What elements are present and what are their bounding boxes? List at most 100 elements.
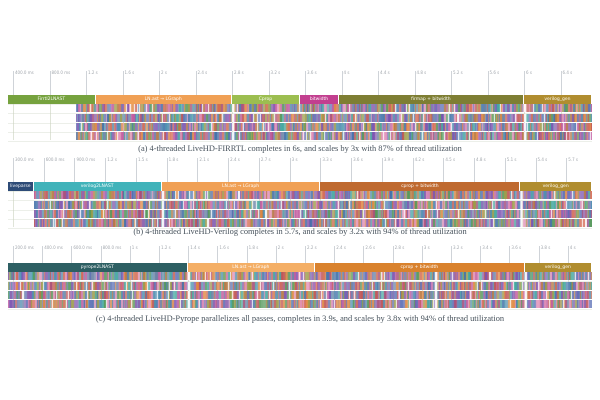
thread-activity-strip	[34, 210, 592, 218]
ruler-tick	[232, 71, 233, 95]
pass-segment: firmap + bitwidth	[338, 95, 524, 104]
thread-activity-strip	[76, 114, 592, 122]
ruler-tick-label: 3.8 s	[540, 245, 551, 250]
panel-c: 200.0 ms 400.0 ms 600.0 ms 800.0 ms 1 s 1.2 s…	[8, 245, 592, 310]
ruler-tick	[412, 158, 414, 182]
ruler-tick	[451, 246, 452, 263]
ruler-tick-label: 1.4 s	[190, 245, 200, 250]
ruler-tick	[100, 246, 102, 263]
ruler-tick-label: 400.0 ms	[44, 245, 63, 250]
ruler-tick	[509, 246, 511, 263]
ruler-tick	[13, 158, 14, 182]
grid-line	[13, 182, 14, 227]
ruler-tick	[159, 71, 160, 95]
ruler-tick-label: 2.4 s	[336, 245, 346, 250]
ruler-tick	[341, 71, 343, 95]
ruler-tick-label: 2.6 s	[365, 245, 376, 250]
ruler-tick	[122, 71, 124, 95]
ruler-tick	[504, 158, 506, 182]
thread-activity-strip	[34, 219, 592, 227]
ruler-tick	[320, 158, 322, 182]
ruler-tick	[49, 71, 51, 95]
ruler-tick-label: 1.2 s	[88, 70, 98, 75]
ruler-tick	[305, 71, 306, 95]
grid-line	[49, 95, 51, 140]
ruler-tick	[105, 158, 107, 182]
ruler-tick-label: 300.0 ms	[15, 157, 34, 162]
ruler-tick-label: 5.2 s	[453, 70, 463, 75]
ruler-tick-label: 800.0 ms	[51, 70, 71, 75]
ruler-tick-label: 3.6 s	[307, 70, 317, 75]
ruler-tick-label: 600.0 ms	[45, 157, 65, 162]
ruler-tick	[392, 246, 394, 263]
ruler-tick-label: 4.8 s	[476, 157, 486, 162]
ruler-tick-label: 3 s	[423, 245, 430, 250]
ruler-tick-label: 4.2 s	[414, 157, 425, 162]
ruler-tick	[524, 71, 525, 95]
ruler-tick	[74, 158, 76, 182]
thread-activity-strip	[8, 291, 592, 299]
pass-label: verilog_gen	[542, 184, 569, 189]
ruler-tick-label: 2.8 s	[394, 245, 405, 250]
pass-label: bitwidth	[309, 97, 329, 102]
thread-activity-strip	[34, 191, 592, 199]
thread-activity-strip	[34, 201, 592, 209]
ruler-tick	[129, 246, 131, 263]
pass-segment: pyrope2LNAST	[8, 263, 188, 272]
ruler-tick	[13, 71, 14, 95]
ruler-tick	[334, 246, 336, 263]
ruler-tick-label: 2.7 s	[260, 157, 271, 162]
ruler-tick-label: 3.4 s	[482, 245, 492, 250]
ruler-tick-label: 3.9 s	[383, 157, 394, 162]
ruler-tick-label: 1.2 s	[107, 157, 117, 162]
pass-track: Firrtl2LNAST LN.ast → LGraph Cprop bitwidth…	[8, 95, 592, 104]
ruler-tick	[42, 246, 44, 263]
row-separator	[8, 141, 592, 142]
pass-label: LN.ast → LGraph	[232, 265, 270, 270]
ruler-tick-label: 1.6 s	[124, 70, 135, 75]
ruler-tick	[195, 71, 197, 95]
ruler-tick	[351, 158, 353, 182]
ruler-tick	[275, 246, 277, 263]
thread-activity-strip	[8, 300, 592, 308]
row-separator	[8, 200, 592, 201]
row-separator	[8, 309, 592, 310]
ruler-tick-label: 3 s	[291, 157, 298, 162]
ruler-tick	[188, 246, 190, 263]
panel-caption-a: (a) 4-threaded LiveHD-FIRRTL completes i…	[138, 144, 462, 153]
pass-label: LN.ast → LGraph	[222, 184, 260, 189]
ruler-tick	[43, 158, 45, 182]
ruler-tick-label: 1.2 s	[161, 245, 171, 250]
ruler-tick	[480, 246, 482, 263]
ruler-tick	[443, 158, 445, 182]
ruler-tick-label: 4 s	[343, 70, 350, 75]
ruler-tick-label: 4 s	[569, 245, 576, 250]
ruler-tick-label: 1.8 s	[248, 245, 259, 250]
ruler-tick-label: 2 s	[277, 245, 284, 250]
ruler-tick-label: 600.0 ms	[73, 245, 93, 250]
ruler-tick	[159, 246, 160, 263]
pass-segment: cprop + bitwidth	[314, 263, 525, 272]
pass-segment: verilog_gen	[523, 95, 592, 104]
ruler-tick-label: 5.4 s	[537, 157, 548, 162]
ruler-tick-label: 5.1 s	[506, 157, 517, 162]
pass-label: cprop + bitwidth	[400, 265, 439, 270]
pass-segment: Cprop	[231, 95, 300, 104]
ruler-tick	[289, 158, 291, 182]
ruler-tick-label: 3.3 s	[322, 157, 333, 162]
thread-activity-strip	[76, 123, 592, 131]
ruler-tick	[228, 158, 230, 182]
panel-b: 300.0 ms 600.0 ms 900.0 ms 1.2 s 1.5 s 1.8 s 2…	[8, 157, 592, 229]
panel-a: 400.0 ms 800.0 ms 1.2 s 1.6 s 2 s 2.4 s 2.8 s 3…	[8, 70, 592, 142]
thread-activity-strip	[76, 104, 592, 112]
grid-line	[13, 95, 14, 140]
ruler-tick	[535, 158, 537, 182]
ruler-tick-label: 6 s	[526, 70, 532, 75]
row-separator	[8, 113, 592, 114]
ruler-tick-label: 4.5 s	[445, 157, 456, 162]
ruler-tick-label: 3.6 s	[511, 245, 522, 250]
ruler-tick-label: 4.8 s	[416, 70, 427, 75]
pass-segment: cprop + bitwidth	[320, 182, 521, 191]
ruler-tick-label: 1 s	[131, 245, 138, 250]
